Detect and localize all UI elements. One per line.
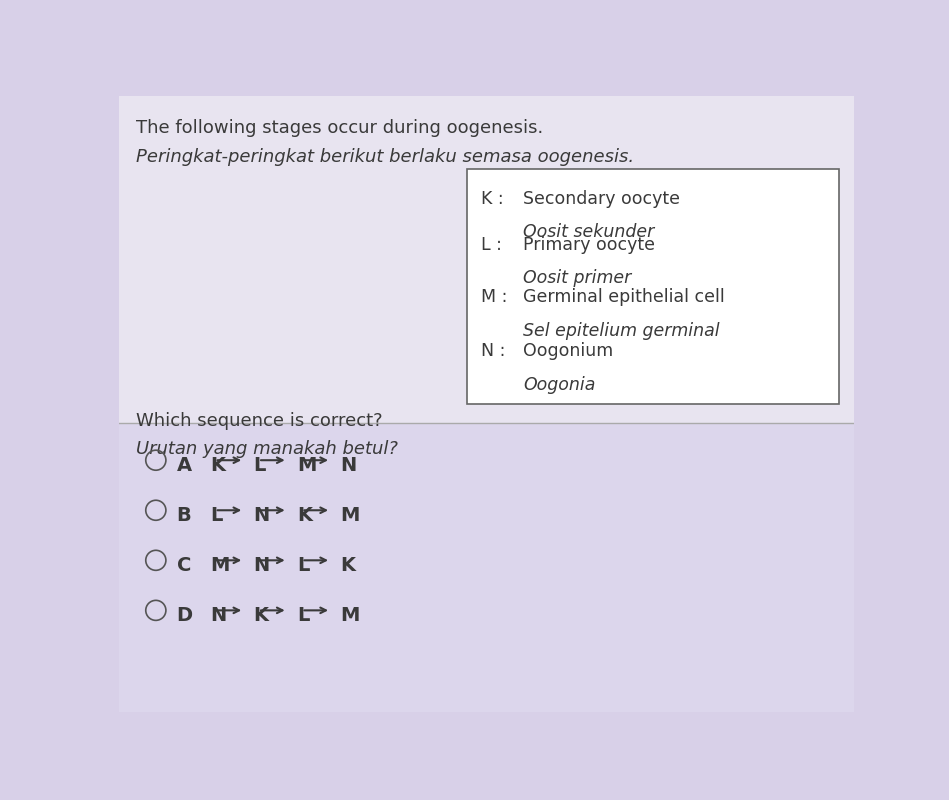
- Text: N: N: [341, 455, 357, 474]
- Text: L: L: [297, 556, 309, 574]
- Text: M: M: [210, 556, 230, 574]
- Text: L: L: [297, 606, 309, 625]
- FancyBboxPatch shape: [119, 96, 854, 423]
- Text: B: B: [177, 506, 192, 525]
- Text: K: K: [297, 506, 312, 525]
- Text: Oosit primer: Oosit primer: [523, 270, 631, 287]
- Text: K: K: [253, 606, 269, 625]
- Text: N: N: [253, 556, 270, 574]
- Text: L :: L :: [481, 236, 502, 254]
- Text: N :: N :: [481, 342, 506, 360]
- Text: M :: M :: [481, 289, 508, 306]
- FancyBboxPatch shape: [119, 423, 854, 712]
- Text: The following stages occur during oogenesis.: The following stages occur during oogene…: [136, 119, 543, 137]
- Text: K :: K :: [481, 190, 504, 208]
- Text: Primary oocyte: Primary oocyte: [523, 236, 655, 254]
- Text: M: M: [341, 506, 360, 525]
- Text: N: N: [253, 506, 270, 525]
- Text: Germinal epithelial cell: Germinal epithelial cell: [523, 289, 725, 306]
- Text: Urutan yang manakah betul?: Urutan yang manakah betul?: [136, 440, 398, 458]
- Text: Oogonium: Oogonium: [523, 342, 613, 360]
- Text: K: K: [210, 455, 225, 474]
- Text: Secondary oocyte: Secondary oocyte: [523, 190, 680, 208]
- Text: C: C: [177, 556, 191, 574]
- Text: Oogonia: Oogonia: [523, 375, 596, 394]
- Text: N: N: [210, 606, 226, 625]
- Text: A: A: [177, 455, 192, 474]
- Text: D: D: [177, 606, 193, 625]
- Text: M: M: [341, 606, 360, 625]
- Text: L: L: [210, 506, 222, 525]
- Text: M: M: [297, 455, 316, 474]
- Text: Sel epitelium germinal: Sel epitelium germinal: [523, 322, 719, 340]
- Text: L: L: [253, 455, 266, 474]
- Text: Peringkat-peringkat berikut berlaku semasa oogenesis.: Peringkat-peringkat berikut berlaku sema…: [136, 147, 634, 166]
- Text: Oosit sekunder: Oosit sekunder: [523, 223, 655, 241]
- FancyBboxPatch shape: [467, 169, 839, 404]
- Text: K: K: [341, 556, 355, 574]
- Text: Which sequence is correct?: Which sequence is correct?: [136, 412, 382, 430]
